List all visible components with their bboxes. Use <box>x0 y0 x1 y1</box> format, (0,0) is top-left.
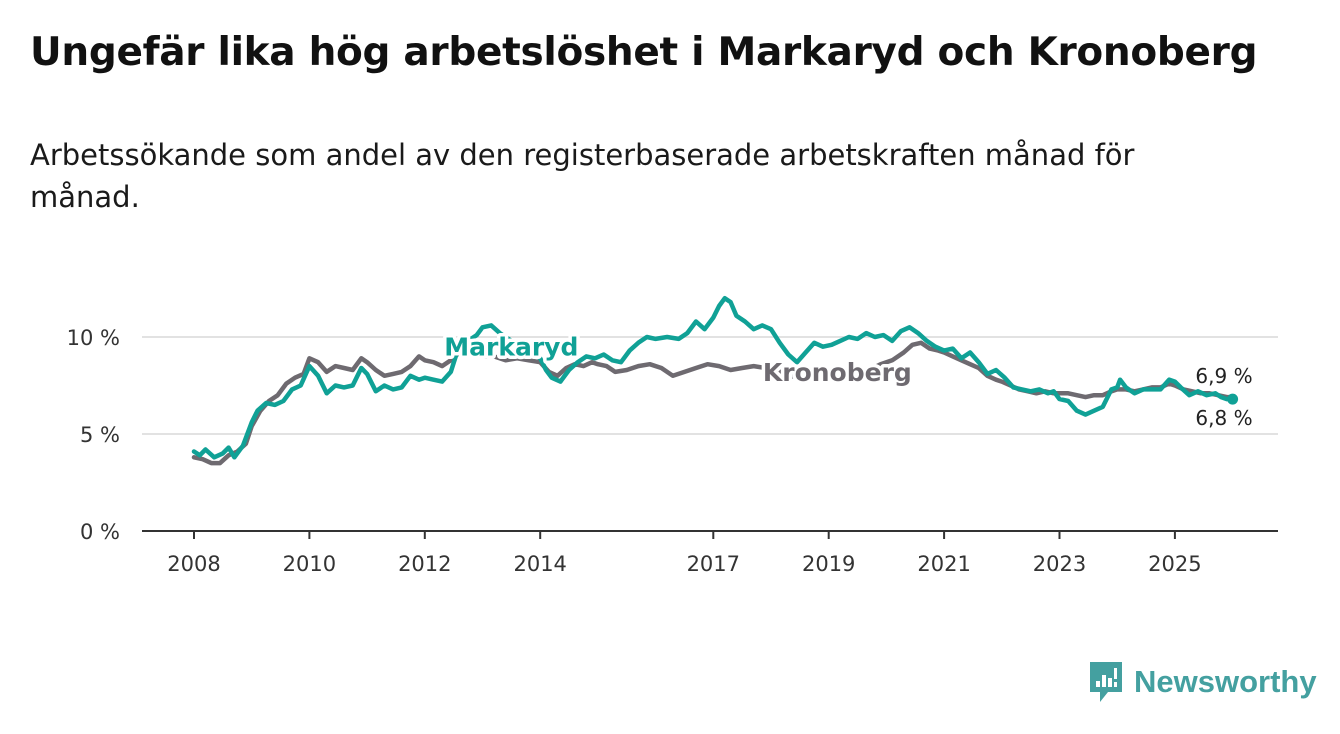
series-line-markaryd <box>191 295 1235 460</box>
x-tick-label: 2014 <box>513 552 566 576</box>
x-tick-label: 2010 <box>283 552 336 576</box>
end-label-kronoberg: 6,9 % <box>1195 364 1252 388</box>
brand-logo[interactable]: Newsworthy <box>1088 660 1317 704</box>
series-line-kronoberg <box>191 340 1235 466</box>
x-tick-label: 2021 <box>917 552 970 576</box>
y-tick-label: 5 % <box>80 423 120 447</box>
brand-name: Newsworthy <box>1134 664 1317 699</box>
y-tick-label: 0 % <box>80 520 120 544</box>
gridlines <box>142 336 1278 435</box>
x-tick-label: 2019 <box>802 552 855 576</box>
series-label-markaryd: Markaryd <box>444 333 578 362</box>
axes: 0 % 5 % 10 % 2008 2010 2012 2014 2017 2019 2021 20… <box>67 326 1278 576</box>
chart-subtitle: Arbetssökande som andel av den registerb… <box>30 138 1135 214</box>
x-tick-label: 2017 <box>687 552 740 576</box>
end-label-markaryd: 6,8 % <box>1195 406 1252 430</box>
series-label-kronoberg: Kronoberg <box>763 358 912 387</box>
x-tick-label: 2008 <box>167 552 220 576</box>
x-tick-label: 2012 <box>398 552 451 576</box>
series-lines <box>191 295 1239 466</box>
y-tick-label: 10 % <box>67 326 120 350</box>
newsworthy-logo-icon <box>1090 662 1122 702</box>
x-tick-label: 2025 <box>1148 552 1201 576</box>
labels: Kronoberg Markaryd 6,9 % 6,8 % <box>441 329 1253 430</box>
chart-title: Ungefär lika hög arbetslöshet i Markaryd… <box>30 30 1258 75</box>
end-point-marker <box>1227 393 1239 405</box>
x-tick-label: 2023 <box>1033 552 1086 576</box>
